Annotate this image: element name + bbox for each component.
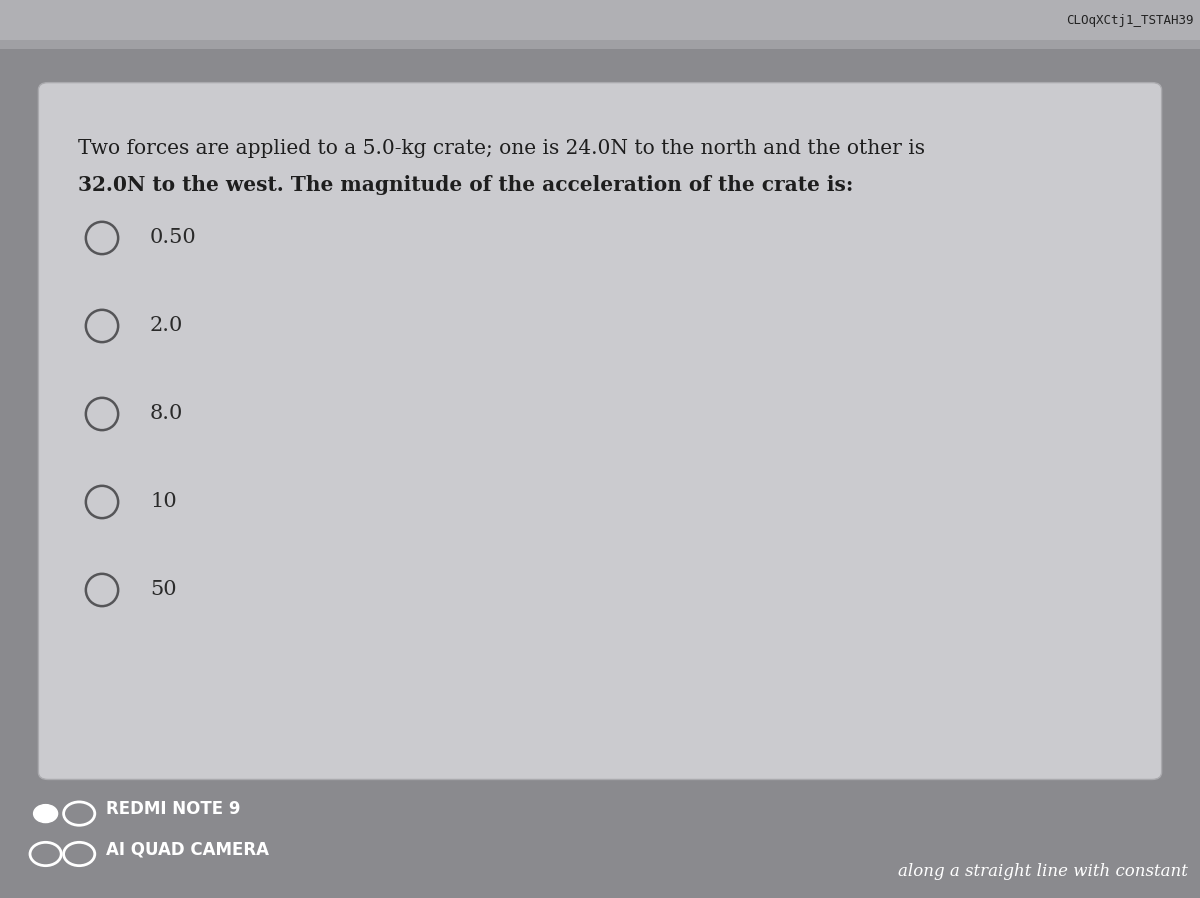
Text: 50: 50 [150, 580, 176, 600]
Text: 2.0: 2.0 [150, 316, 184, 336]
Circle shape [34, 805, 58, 823]
Text: along a straight line with constant: along a straight line with constant [898, 863, 1188, 880]
Bar [0, 40, 1200, 49]
Text: Two forces are applied to a 5.0-kg crate; one is 24.0N to the north and the othe: Two forces are applied to a 5.0-kg crate… [78, 139, 925, 158]
Text: CLOqXCtj1_TSTAH39: CLOqXCtj1_TSTAH39 [1067, 14, 1194, 27]
Text: AI QUAD CAMERA: AI QUAD CAMERA [106, 841, 269, 858]
FancyBboxPatch shape [38, 83, 1162, 779]
Text: 8.0: 8.0 [150, 404, 184, 424]
Text: 10: 10 [150, 492, 176, 512]
Text: 32.0N to the west. The magnitude of the acceleration of the crate is:: 32.0N to the west. The magnitude of the … [78, 175, 853, 195]
Bar [0, 0, 1200, 40]
Text: REDMI NOTE 9: REDMI NOTE 9 [106, 800, 240, 818]
Text: 0.50: 0.50 [150, 228, 197, 248]
